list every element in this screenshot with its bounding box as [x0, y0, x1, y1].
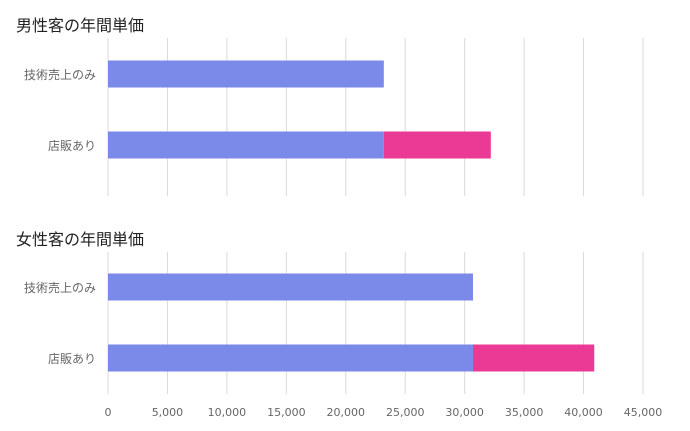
- chart-title-male: 男性客の年間単価: [16, 16, 145, 35]
- x-tick-label-4: 20,000: [327, 406, 366, 419]
- category-label-female-0: 技術売上のみ: [24, 280, 96, 295]
- x-tick-label-8: 40,000: [564, 406, 603, 419]
- x-tick-label-3: 15,000: [267, 406, 306, 419]
- x-tick-label-7: 35,000: [505, 406, 544, 419]
- bar-male-1-series-1: [383, 131, 491, 159]
- x-tick-label-9: 45,000: [624, 406, 663, 419]
- bar-female-1-series-0: [108, 344, 473, 372]
- bar-female-1-series-1: [472, 344, 595, 372]
- category-label-male-0: 技術売上のみ: [24, 67, 96, 82]
- x-tick-label-2: 10,000: [208, 406, 247, 419]
- category-label-female-1: 店販あり: [48, 352, 96, 366]
- x-tick-label-0: 0: [105, 406, 112, 419]
- category-label-male-1: 店販あり: [48, 139, 96, 153]
- x-tick-label-5: 25,000: [386, 406, 425, 419]
- bar-male-1-series-0: [108, 131, 384, 159]
- x-tick-label-1: 5,000: [152, 406, 184, 419]
- bar-female-0-series-0: [108, 273, 473, 301]
- bar-male-0-series-0: [108, 60, 384, 88]
- x-tick-label-6: 30,000: [445, 406, 484, 419]
- chart-title-female: 女性客の年間単価: [16, 230, 145, 249]
